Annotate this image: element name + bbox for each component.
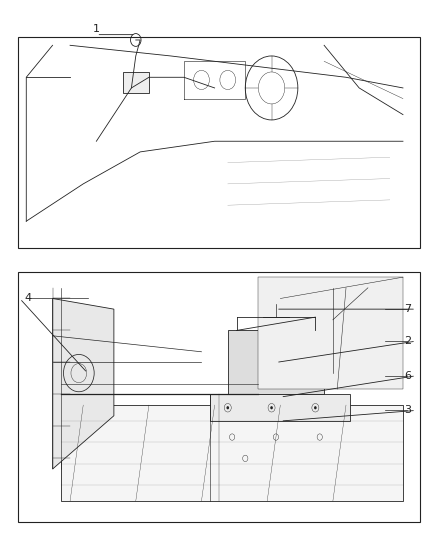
Polygon shape xyxy=(61,405,403,501)
FancyBboxPatch shape xyxy=(123,72,149,93)
Text: 4: 4 xyxy=(25,294,32,303)
Text: 6: 6 xyxy=(404,371,411,381)
Text: 3: 3 xyxy=(404,406,411,415)
Text: 2: 2 xyxy=(404,336,411,346)
Polygon shape xyxy=(210,394,350,421)
Polygon shape xyxy=(53,298,114,469)
Polygon shape xyxy=(258,277,403,389)
Text: 7: 7 xyxy=(404,304,411,314)
Polygon shape xyxy=(228,330,324,394)
Circle shape xyxy=(226,406,229,409)
Text: 1: 1 xyxy=(93,25,100,34)
FancyBboxPatch shape xyxy=(18,272,420,522)
FancyBboxPatch shape xyxy=(18,37,420,248)
Circle shape xyxy=(314,406,317,409)
Circle shape xyxy=(270,406,273,409)
